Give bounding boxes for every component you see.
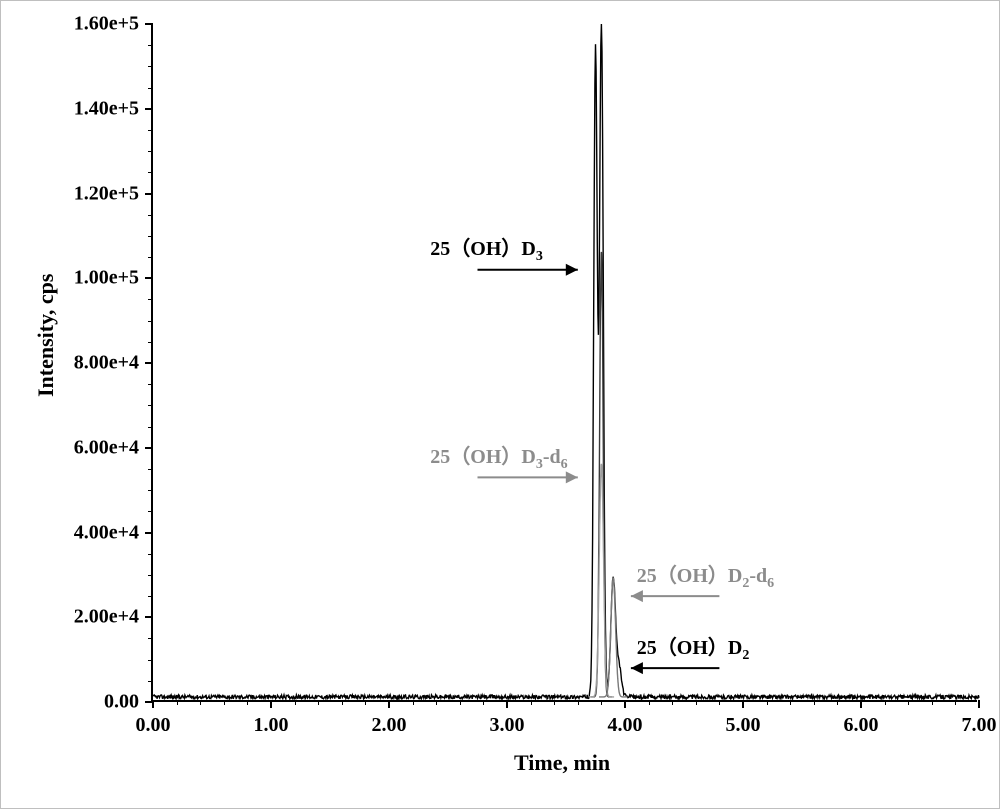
y-tick-label: 8.00e+4 [74,352,153,375]
x-tick-minor [932,700,933,705]
y-tick-minor [148,151,153,152]
x-tick-label: 4.00 [608,700,643,737]
x-tick-minor [365,700,366,705]
x-tick-minor [601,700,602,705]
x-tick-minor [342,700,343,705]
ann-25OHD2-arrowhead-icon [631,662,643,674]
x-tick-minor [483,700,484,705]
x-tick-minor [814,700,815,705]
y-tick-minor [148,299,153,300]
y-tick-minor [148,575,153,576]
x-tick-minor [460,700,461,705]
y-tick-minor [148,660,153,661]
x-tick-minor [531,700,532,705]
x-tick-minor [767,700,768,705]
x-tick-minor [649,700,650,705]
y-tick-label: 4.00e+4 [74,521,153,544]
y-tick-minor [148,405,153,406]
x-tick-minor [318,700,319,705]
ann-25OHD2: 25（OH）D2 [637,631,750,664]
y-tick-minor [148,638,153,639]
x-tick-minor [790,700,791,705]
y-tick-minor [148,681,153,682]
x-tick-minor [672,700,673,705]
x-tick-minor [837,700,838,705]
ann-25OHD3-d6: 25（OH）D3-d6 [430,440,567,473]
x-tick-label: 6.00 [844,700,879,737]
x-tick-label: 5.00 [726,700,761,737]
y-tick-label: 1.60e+5 [74,13,153,36]
x-tick-label: 3.00 [490,700,525,737]
x-tick-minor [885,700,886,705]
x-tick-minor [908,700,909,705]
x-tick-label: 1.00 [254,700,289,737]
x-tick-minor [578,700,579,705]
y-tick-label: 1.20e+5 [74,182,153,205]
y-tick-minor [148,45,153,46]
y-tick-minor [148,66,153,67]
y-tick-minor [148,321,153,322]
y-tick-minor [148,215,153,216]
y-tick-label: 1.40e+5 [74,97,153,120]
ann-25OHD3-d6-arrowhead-icon [566,471,578,483]
x-tick-minor [413,700,414,705]
x-tick-label: 0.00 [136,700,171,737]
ann-25OHD3-arrowhead-icon [566,264,578,276]
y-tick-minor [148,172,153,173]
y-tick-label: 2.00e+4 [74,606,153,629]
y-tick-minor [148,342,153,343]
x-tick-minor [955,700,956,705]
ann-25OHD3: 25（OH）D3 [430,232,543,265]
y-tick-minor [148,490,153,491]
y-tick-label: 1.00e+5 [74,267,153,290]
y-tick-minor [148,511,153,512]
x-tick-label: 2.00 [372,700,407,737]
x-tick-minor [554,700,555,705]
ann-25OHD2-d6: 25（OH）D2-d6 [637,559,774,592]
y-tick-minor [148,130,153,131]
y-tick-minor [148,384,153,385]
x-tick-minor [295,700,296,705]
peak-25OHD2-d6 [599,578,627,697]
y-tick-minor [148,469,153,470]
y-tick-minor [148,257,153,258]
x-tick-minor [436,700,437,705]
y-tick-minor [148,88,153,89]
chromatogram-trace [153,24,979,699]
y-tick-label: 6.00e+4 [74,436,153,459]
x-tick-label: 7.00 [962,700,997,737]
x-axis-title: Time, min [514,750,610,776]
x-tick-minor [696,700,697,705]
x-tick-minor [719,700,720,705]
y-axis-title: Intensity, cps [33,273,59,396]
chart-svg [153,24,979,702]
plot-area: 0.002.00e+44.00e+46.00e+48.00e+41.00e+51… [151,24,977,702]
chromatogram-figure: 0.00 2.00e+4 4.00e+4 6.00e+4 8.00e+4 1.00e+5 1… [0,0,1000,809]
x-tick-minor [224,700,225,705]
y-tick-minor [148,554,153,555]
x-tick-minor [177,700,178,705]
y-tick-minor [148,236,153,237]
x-tick-minor [247,700,248,705]
ann-25OHD2-d6-arrowhead-icon [631,590,643,602]
y-tick-minor [148,427,153,428]
y-tick-minor [148,596,153,597]
x-tick-minor [200,700,201,705]
